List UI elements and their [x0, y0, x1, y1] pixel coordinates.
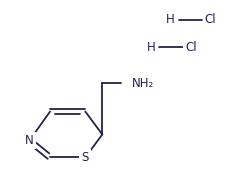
Text: Cl: Cl: [205, 13, 216, 26]
Text: H: H: [147, 41, 155, 54]
Text: N: N: [25, 134, 34, 147]
Text: H: H: [166, 13, 175, 26]
Text: Cl: Cl: [185, 41, 197, 54]
Text: NH₂: NH₂: [132, 77, 154, 90]
Text: S: S: [82, 151, 89, 164]
